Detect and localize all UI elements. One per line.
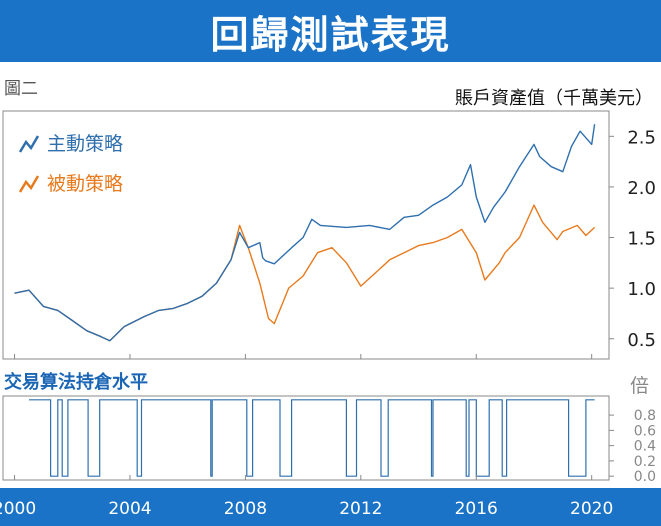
main-chart-y-label: 賬戶資產值（千萬美元） [455,88,653,109]
series-line-1 [14,204,596,342]
x-tick-label: 2020 [570,499,613,519]
x-tick-label: 2000 [0,499,36,519]
legend-passive-label: 被動策略 [47,173,123,195]
legend-active-label: 主動策略 [47,133,123,155]
position-chart-y-label: 倍 [630,375,650,397]
x-tick-label: 2008 [224,499,267,519]
position-y-tick-label: 0.0 [634,469,656,485]
main-y-tick-label: 2.5 [627,127,656,148]
main-y-tick-label: 1.0 [627,279,656,300]
legend-active-swatch [18,135,40,153]
x-tick-label: 2004 [108,499,151,519]
main-y-tick-label: 2.0 [627,178,656,199]
main-y-tick-label: 1.5 [627,229,656,250]
legend-passive-swatch [18,175,40,193]
main-plot-frame [2,110,610,360]
x-axis-bar [0,488,661,526]
position-y-tick-label: 0.8 [634,408,656,424]
x-tick-label: 2012 [339,499,382,519]
main-y-tick-label: 0.5 [627,330,656,351]
position-plot-frame [2,395,610,481]
title-bar: 回歸測試表現 [0,0,661,62]
position-y-tick-label: 0.6 [634,423,656,439]
position-y-tick-label: 0.2 [634,454,656,470]
x-tick-label: 2016 [455,499,498,519]
series-line-0 [14,124,596,342]
position-line [29,399,595,477]
figure-label: 圖二 [4,79,38,99]
page-title: 回歸測試表現 [210,12,451,57]
position-y-tick-label: 0.4 [634,439,656,455]
position-chart-title: 交易算法持倉水平 [4,372,148,393]
